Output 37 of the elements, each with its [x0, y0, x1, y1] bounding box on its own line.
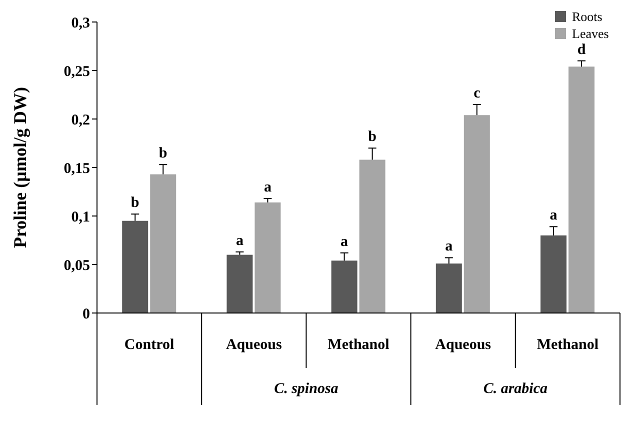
data-label: a	[445, 238, 454, 255]
y-tick-label: 0,25	[64, 64, 90, 80]
bar	[540, 235, 567, 313]
data-label: b	[368, 129, 376, 146]
text: C. arabica	[483, 381, 548, 397]
data-label: a	[340, 234, 349, 250]
text: C. spinosa	[274, 381, 339, 397]
data-label: b	[158, 146, 168, 162]
x-tick-label: Control	[124, 337, 174, 353]
y-tick-label: 0,05	[64, 258, 90, 274]
bar	[331, 260, 358, 313]
data-label: b	[130, 195, 140, 212]
data-label: a	[264, 180, 272, 196]
x-tick-label: Methanol	[536, 337, 599, 353]
x-tick-label: Methanol	[328, 337, 390, 353]
legend-label: Roots	[572, 8, 602, 24]
data-label: a	[550, 208, 558, 224]
y-tick-label: 0,2	[71, 112, 90, 128]
y-axis-title: Proline (µmol/g DW)	[10, 86, 30, 248]
data-label: d	[577, 42, 586, 58]
data-label: c	[474, 85, 481, 102]
bar	[150, 174, 176, 313]
bar	[359, 160, 386, 313]
x-tick-label: Aqueous	[435, 337, 492, 353]
bar	[254, 202, 281, 313]
bar	[464, 115, 490, 313]
bar	[568, 66, 595, 313]
y-tick-label: 0,3	[71, 15, 90, 32]
y-tick-label: 0,1	[71, 209, 90, 226]
y-tick-label: 0	[82, 306, 90, 322]
bar	[436, 264, 462, 313]
y-tick-label: 0,15	[64, 160, 90, 177]
x-tick-label: Aqueous	[226, 337, 282, 353]
data-label: a	[236, 232, 244, 249]
bar	[226, 254, 253, 313]
legend-label: Leaves	[572, 26, 609, 42]
bar	[122, 220, 148, 313]
